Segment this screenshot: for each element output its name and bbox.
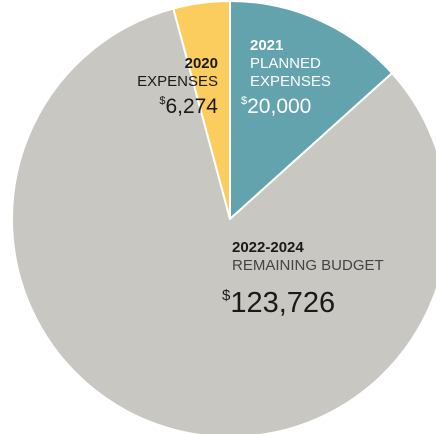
label-2022-2024-year: 2022-2024 [232,239,304,256]
label-2020-value: $6,274 [159,95,218,118]
slice-2021 [229,0,394,220]
pie-slices [11,0,436,434]
label-2021: 2021 PLANNED EXPENSES $20,000 [241,37,331,118]
label-2022-2024-value: $123,726 [222,287,335,319]
label-2022-2024: 2022-2024 REMAINING BUDGET $123,726 [222,239,384,319]
label-2020-currency: $ [159,95,165,107]
label-2021-value: $20,000 [241,95,311,118]
label-2021-category-line1: PLANNED [250,55,321,72]
label-2021-amount: 20,000 [247,95,311,118]
label-2022-2024-category: REMAINING BUDGET [232,257,384,274]
label-2022-2024-amount: 123,726 [230,287,335,319]
label-2021-category-line2: EXPENSES [250,73,331,90]
slice-2022-2024 [11,7,436,434]
slice-2020 [172,0,231,220]
label-2021-year: 2021 [250,37,283,54]
label-2020-year: 2020 [185,55,218,72]
label-2022-2024-currency: $ [222,287,231,304]
label-2020-category: EXPENSES [137,73,218,90]
label-2021-currency: $ [241,95,247,107]
label-2020: 2020 EXPENSES $6,274 [137,55,218,118]
label-2020-amount: 6,274 [165,95,218,118]
